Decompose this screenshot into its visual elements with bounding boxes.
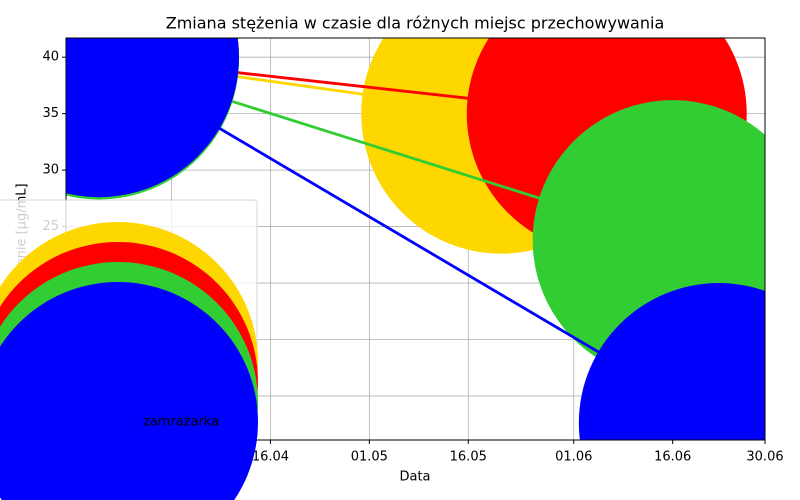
x-tick-label: 01.06 xyxy=(555,450,592,465)
legend-label: zamrażarka xyxy=(143,415,219,430)
x-tick-label: 16.05 xyxy=(450,450,487,465)
x-tick-label: 16.04 xyxy=(252,450,289,465)
marker xyxy=(66,38,239,198)
legend: zamrażarka xyxy=(0,199,258,500)
x-axis-label: Data xyxy=(399,470,430,485)
marker xyxy=(578,283,765,440)
y-tick-label: 30 xyxy=(42,163,59,178)
legend-marker xyxy=(0,282,258,500)
x-tick-label: 30.06 xyxy=(746,450,783,465)
x-tick-label: 01.05 xyxy=(351,450,388,465)
chart-title: Zmiana stężenia w czasie dla różnych mie… xyxy=(166,14,665,33)
y-tick-label: 40 xyxy=(42,50,59,65)
y-tick-label: 35 xyxy=(42,106,59,121)
x-tick-label: 16.06 xyxy=(654,450,691,465)
